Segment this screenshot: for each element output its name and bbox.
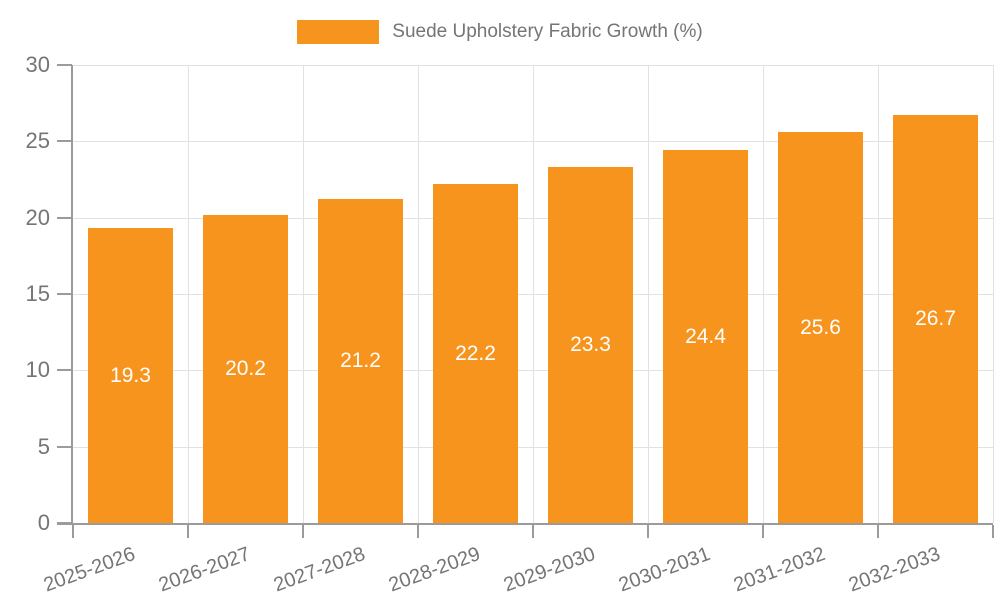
x-axis-tick [647,525,649,538]
x-axis-tick [877,525,879,538]
bar-value-label: 19.3 [110,363,151,387]
bar[interactable]: 24.4 [663,150,748,523]
x-axis-category-label: 2028-2029 [385,543,484,597]
x-gridline [993,65,994,523]
y-axis-tick-label: 15 [25,281,50,306]
x-axis-tick [302,525,304,538]
y-axis-tick [57,522,72,524]
bar[interactable]: 25.6 [778,132,863,523]
x-gridline [878,65,879,523]
y-axis-tick-label: 10 [25,357,50,383]
y-axis-tick-label: 0 [37,510,50,535]
bar-value-label: 25.6 [800,315,841,339]
y-axis-tick-label: 5 [37,433,50,459]
bar[interactable]: 22.2 [433,184,518,523]
x-axis-tick [762,525,764,538]
x-axis-category-label: 2031-2032 [730,543,829,597]
y-axis-tick [57,369,72,372]
x-gridline [418,65,419,523]
x-gridline [188,65,189,523]
x-axis-tick [72,525,74,538]
bar[interactable]: 20.2 [203,214,288,523]
y-axis-tick-label: 25 [25,128,50,154]
x-axis-category-label: 2025-2026 [40,543,139,597]
bar-value-label: 21.2 [340,349,381,373]
legend-label[interactable]: Suede Upholstery Fabric Growth (%) [392,21,703,42]
bar[interactable]: 26.7 [893,115,978,523]
x-axis-category-label: 2030-2031 [615,543,714,597]
x-axis-category-label: 2026-2027 [155,543,254,597]
x-gridline [763,65,764,523]
y-axis-tick [57,64,72,66]
y-axis-tick [57,216,72,219]
x-axis-tick [992,525,994,538]
x-gridline [303,65,304,523]
y-axis-tick [57,140,72,143]
x-axis-tick [417,525,419,538]
plot-area: 19.3 20.2 21.2 22.2 23.3 24.4 25.6 26.7 [73,65,994,523]
bar-value-label: 26.7 [915,307,956,331]
y-axis-tick-label: 20 [25,204,50,230]
bar[interactable]: 21.2 [318,199,403,523]
bar[interactable]: 23.3 [548,167,633,523]
legend-swatch[interactable] [297,20,380,44]
y-axis-tick-label: 30 [25,52,50,77]
x-axis-tick [532,525,534,538]
y-axis-tick [57,293,72,295]
x-axis-tick [187,525,189,538]
legend[interactable]: Suede Upholstery Fabric Growth (%) [0,16,1000,48]
x-gridline [533,65,534,523]
x-axis-line [57,523,993,525]
bar[interactable]: 19.3 [88,228,173,523]
bar-value-label: 20.2 [225,356,266,380]
x-axis-category-label: 2032-2033 [845,543,944,597]
x-gridline [648,65,649,523]
bar-value-label: 23.3 [570,333,611,357]
bar-value-label: 22.2 [455,341,496,365]
bar-value-label: 24.4 [685,324,726,348]
y-axis-line [71,65,73,525]
y-axis-tick [57,445,72,448]
x-axis-category-label: 2029-2030 [500,543,599,597]
x-axis-category-label: 2027-2028 [270,543,369,597]
